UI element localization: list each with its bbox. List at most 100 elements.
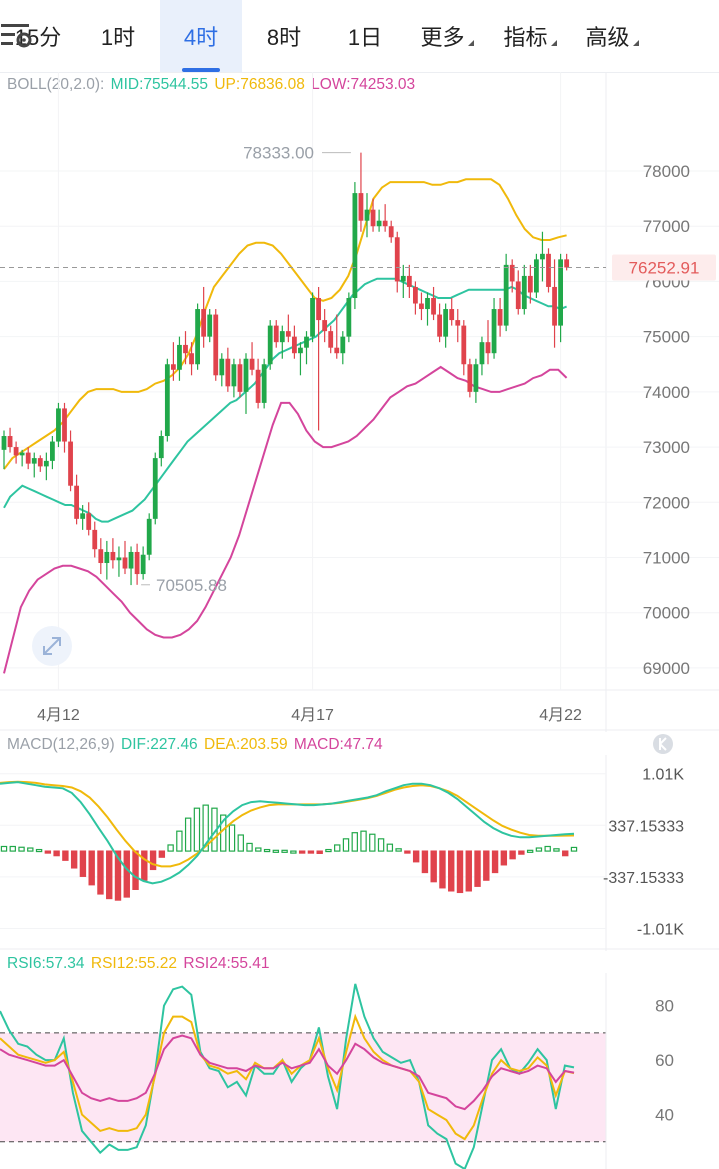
candle-body (394, 237, 400, 282)
macd-histogram-bar (18, 846, 25, 852)
candle-body (50, 441, 55, 461)
expand-icon (43, 637, 61, 655)
y-tick-label: 74000 (643, 383, 690, 402)
macd-histogram-bar (290, 850, 297, 854)
macd-histogram-bar (553, 848, 560, 852)
tab-indicators[interactable]: 指标 (490, 0, 570, 72)
macd-legend-dif: DIF:227.46 (121, 736, 198, 753)
tab-1h[interactable]: 1时 (76, 0, 160, 72)
macd-histogram-bar (386, 843, 394, 852)
candle-body (140, 554, 146, 575)
boll-mid-line (3, 277, 567, 523)
candle-body (443, 309, 449, 337)
boll-lower-line (3, 365, 568, 674)
candle-body (467, 364, 473, 392)
macd-histogram-bar (193, 807, 201, 852)
candle-body (261, 364, 267, 403)
candle-body (62, 408, 67, 442)
candle-body (479, 342, 485, 365)
macd-histogram-bar (483, 850, 490, 881)
candle-body (316, 298, 321, 321)
x-tick-label: 4月22 (539, 707, 582, 724)
candle-body (322, 320, 328, 332)
macd-histogram-bar (298, 850, 306, 854)
candle-body (558, 259, 563, 326)
candle-body (207, 314, 213, 337)
chart-settings-icon[interactable] (0, 22, 34, 50)
macd-histogram-bar (263, 848, 271, 853)
macd-histogram-bar (456, 850, 464, 894)
candle-body (249, 358, 255, 370)
macd-histogram-bar (88, 850, 95, 886)
macd-legend: MACD(12,26,9) DIF:227.46 DEA:203.59 MACD… (7, 736, 385, 754)
macd-histogram-bar (79, 850, 87, 877)
candle-body (346, 298, 352, 337)
tab-8h[interactable]: 8时 (242, 0, 326, 72)
candle-body (400, 275, 406, 282)
candle-body (231, 364, 237, 387)
candle-body (92, 529, 98, 550)
macd-histogram-bar (141, 850, 148, 881)
candle-body (19, 452, 25, 456)
macd-histogram-bar (526, 849, 534, 853)
candle-body (376, 220, 382, 227)
rsi6-line (0, 983, 575, 1169)
candle-body (382, 220, 388, 227)
tab-advanced[interactable]: 高级 (570, 0, 654, 72)
candle-body (406, 275, 412, 287)
candle-body (425, 298, 430, 310)
tab-4h[interactable]: 4时 (160, 0, 242, 72)
candle-body (219, 358, 225, 376)
candle-body (497, 309, 503, 326)
macd-histogram-bar (167, 844, 174, 852)
candle-body (455, 320, 461, 326)
collapse-macd-icon[interactable] (652, 733, 674, 755)
y-tick-label: 337.15333 (608, 818, 684, 835)
candle-body (388, 226, 394, 238)
macd-histogram-bar (395, 848, 402, 852)
macd-histogram-bar (149, 850, 157, 871)
candle-body (328, 331, 334, 348)
candle-body (25, 452, 31, 464)
candle-body (128, 551, 134, 569)
candle-body (146, 518, 152, 555)
macd-histogram-bar (369, 833, 376, 852)
candle-body (1, 436, 7, 450)
macd-histogram-bar (53, 850, 60, 857)
candle-body (564, 259, 570, 268)
expand-button[interactable] (32, 626, 72, 666)
macd-histogram-bar (132, 850, 139, 890)
tab-more[interactable]: 更多 (404, 0, 490, 72)
candle-body (164, 364, 170, 437)
candle-body (98, 549, 104, 564)
candle-body (340, 336, 346, 354)
candle-body (134, 551, 140, 575)
macd-histogram-bar (44, 850, 52, 854)
high-annotation-label: 78333.00 (243, 144, 314, 163)
candle-body (37, 458, 43, 467)
candle-body (352, 193, 358, 298)
macd-histogram-bar (562, 850, 569, 857)
candle-body (370, 209, 376, 227)
macd-legend-name: MACD(12,26,9) (7, 736, 115, 753)
y-tick-label: -337.15333 (603, 870, 684, 887)
macd-histogram-bar (184, 817, 192, 852)
candle-body (503, 264, 509, 326)
macd-histogram-bar (70, 850, 78, 869)
candle-body (273, 325, 279, 343)
macd-histogram-bar (342, 838, 350, 852)
y-tick-label: 77000 (643, 217, 690, 236)
candle-body (213, 314, 219, 376)
dropdown-triangle-icon (550, 40, 557, 46)
candle-body (310, 298, 315, 337)
rsi-legend: RSI6:57.34 RSI12:55.22 RSI24:55.41 (7, 955, 272, 973)
rsi-chart[interactable]: 80 60 40 (0, 973, 719, 1169)
tab-label: 1日 (347, 25, 383, 50)
candle-body (80, 513, 86, 519)
candle-body (279, 331, 285, 343)
price-chart[interactable]: 7800077000760007500074000730007200071000… (0, 72, 719, 732)
macd-histogram-bar (430, 850, 437, 883)
tab-1d[interactable]: 1日 (326, 0, 404, 72)
macd-chart[interactable]: 1.01K 337.15333 -337.15333 -1.01K (0, 755, 719, 951)
candle-body (158, 436, 164, 459)
